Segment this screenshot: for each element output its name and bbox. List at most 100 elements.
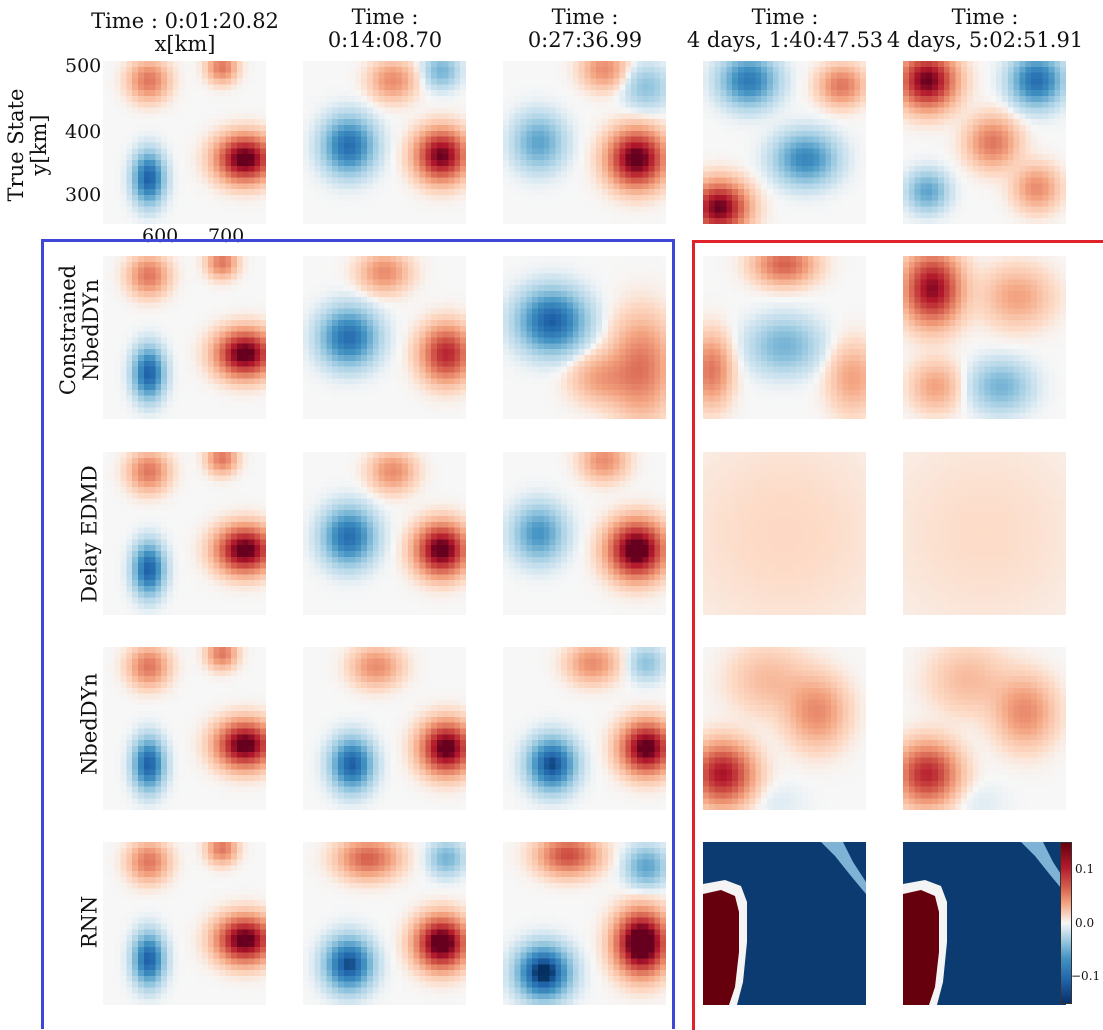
heatmap-cell [503,159,510,167]
heatmap-cell [161,200,168,207]
heatmap-cell [703,200,710,207]
heatmap-cell [167,302,174,309]
heatmap-cell [801,101,809,108]
heatmap-cell [543,200,550,207]
heatmap-cell [1048,189,1055,196]
heatmap-cell [396,142,403,149]
heatmap-cell [231,61,238,68]
heatmap-cell [120,384,127,391]
heatmap-cell [378,279,385,286]
heatmap-cell [1019,189,1026,196]
heatmap-cell [508,130,515,137]
heatmap-cell [549,154,556,161]
heatmap-cell [184,90,191,97]
heatmap-cell [532,194,539,202]
heatmap-cell [755,101,762,108]
heatmap-cell [248,290,255,298]
heatmap-cell [425,101,432,108]
heatmap-cell [555,90,562,97]
heatmap-cell [825,107,832,114]
heatmap-cell [308,159,315,167]
heatmap-cell [343,296,350,303]
heatmap-cell [337,206,345,213]
heatmap-cell [184,285,191,292]
heatmap-cell [114,273,121,280]
heatmap-cell [108,343,115,350]
heatmap-cell [903,200,910,207]
heatmap-cell [419,206,426,213]
heatmap-cell [448,154,455,161]
heatmap-cell [454,72,461,79]
heatmap-cell [926,107,933,114]
heatmap-cell [248,261,255,268]
heatmap-cell [1042,142,1049,149]
heatmap-cell [984,78,991,85]
heatmap-cell [201,206,209,213]
heatmap-cell [236,130,244,137]
heatmap-cell [225,372,232,379]
heatmap-cell [378,125,385,132]
heatmap-cell [978,95,985,103]
heatmap-cell [419,61,426,68]
heatmap-cell [990,101,997,108]
heatmap-cell [425,171,432,178]
heatmap-cell [337,119,345,126]
heatmap-cell [137,142,145,149]
heatmap-cell [984,61,991,68]
heatmap-cell [596,171,603,178]
heatmap-cell [308,107,315,114]
heatmap-cell [248,285,255,292]
heatmap-cell [732,125,739,132]
heatmap-cell [984,165,991,172]
heatmap-cell [790,107,797,114]
heatmap-cell [132,267,139,274]
heatmap-cell [332,154,339,161]
heatmap-cell [926,101,933,108]
heatmap-cell [1031,200,1038,207]
heatmap-cell [155,125,162,132]
heatmap-cell [196,261,203,268]
heatmap-cell [920,66,927,73]
heatmap-cell [543,107,550,114]
heatmap-cell [419,125,426,132]
heatmap-cell [401,183,409,190]
heatmap-cell [831,177,838,184]
heatmap-cell [442,267,449,274]
heatmap-cell [378,171,385,178]
heatmap-cell [178,372,185,379]
heatmap-cell [1013,125,1020,132]
heatmap-cell [120,279,127,286]
heatmap-cell [642,101,649,108]
heatmap-cell [961,119,968,126]
heatmap-cell [196,78,203,85]
heatmap-cell [1019,148,1026,155]
heatmap-cell [537,72,545,79]
heatmap-cell [413,200,420,207]
heatmap-cell [654,194,661,202]
heatmap-cell [590,159,597,167]
heatmap-cell [631,101,638,108]
heatmap-cell [561,90,568,97]
heatmap-cell [1025,101,1032,108]
heatmap-cell [720,119,727,126]
heatmap-cell [584,148,591,155]
heatmap-cell [601,218,609,224]
heatmap-cell [225,130,232,137]
heatmap-cell [361,125,368,132]
heatmap-cell [790,95,797,103]
heatmap-cell [625,183,632,190]
heatmap-cell [236,343,244,350]
heatmap-cell [607,113,614,120]
heatmap-cell [108,136,115,143]
heatmap-cell [372,66,379,73]
heatmap-cell [401,302,409,309]
heatmap-cell [126,389,133,397]
heatmap-cell [836,148,844,155]
heatmap-cell [207,320,214,327]
heatmap-cell [920,61,927,68]
heatmap-cell [813,113,820,120]
heatmap-cell [596,101,603,108]
heatmap-cell [413,148,420,155]
heatmap-cell [555,177,562,184]
heatmap-cell [167,308,174,315]
